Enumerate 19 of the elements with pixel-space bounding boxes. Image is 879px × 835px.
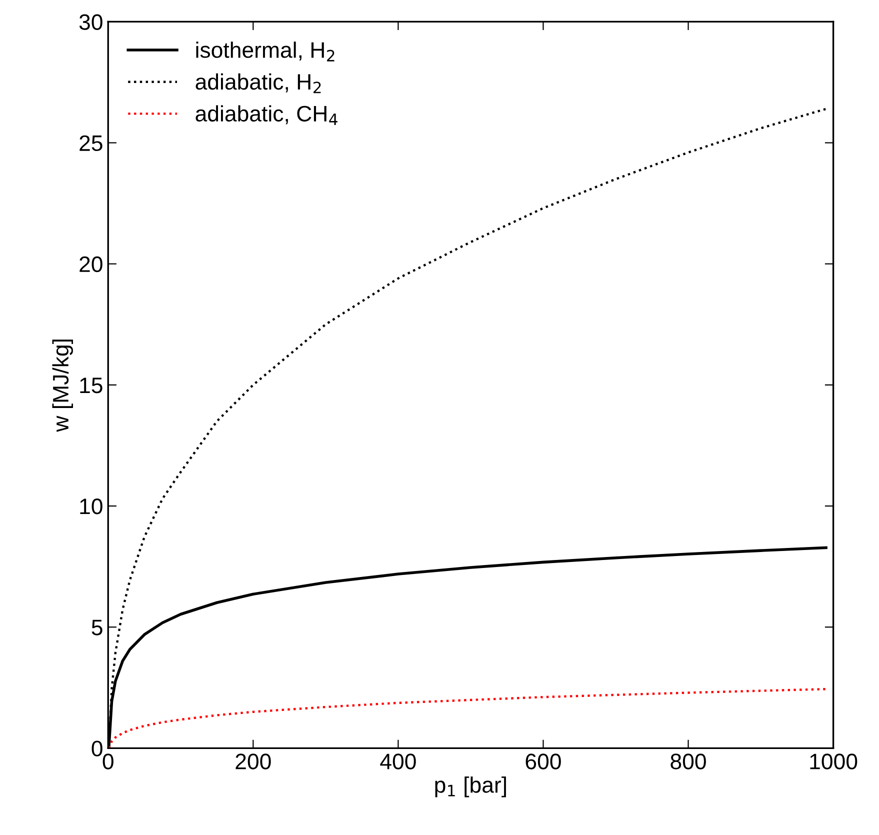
x-tick-label: 400	[380, 754, 416, 770]
x-tick-label: 0	[102, 754, 114, 770]
x-axis-title: p$_{1}$ [bar]	[435, 776, 506, 798]
x-tick-label: 600	[526, 754, 561, 770]
y-axis-title: w [MJ/kg]	[52, 340, 73, 432]
line-series	[108, 688, 828, 748]
x-tick-label: 800	[670, 754, 706, 770]
y-tick-label: 20	[80, 256, 102, 272]
x-tick-label: 200	[236, 754, 271, 770]
legend-label: adiabatic, H$_{2}$	[196, 73, 321, 94]
x-tick-label: 1000	[810, 754, 858, 770]
legend-label: isothermal, H$_{2}$	[196, 42, 334, 62]
legend-label: adiabatic, CH$_{4}$	[196, 105, 338, 125]
y-tick-label: 0	[92, 740, 102, 756]
y-tick-label: 25	[80, 135, 102, 152]
y-tick-label: 5	[92, 620, 102, 636]
y-tick-label: 10	[80, 498, 102, 514]
y-tick-label: 30	[79, 14, 102, 30]
y-tick-label: 15	[80, 378, 102, 394]
